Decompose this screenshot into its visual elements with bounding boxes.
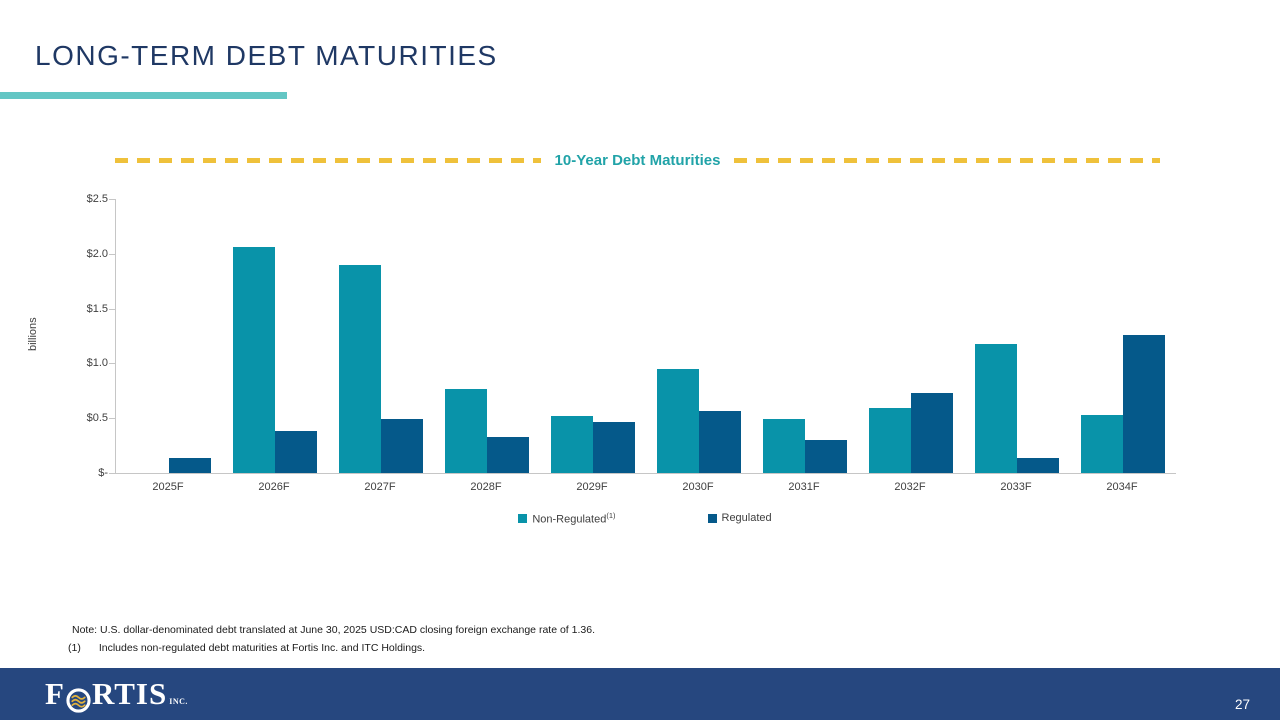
bar-regulated-2027f xyxy=(381,419,423,473)
bar-non-regulated-2030f xyxy=(657,368,699,473)
x-tick-label-2032f: 2032F xyxy=(894,481,926,493)
x-tick-label-2033f: 2033F xyxy=(1000,481,1032,493)
bar-regulated-2030f xyxy=(699,410,741,473)
logo-letters-rtis: RTIS xyxy=(91,676,168,711)
y-tick-mark xyxy=(109,473,115,474)
x-tick-label-2031f: 2031F xyxy=(788,481,820,493)
dashed-line-right xyxy=(734,157,1160,163)
y-tick-mark xyxy=(109,253,115,255)
x-tick-label-2025f: 2025F xyxy=(152,481,184,493)
bar-regulated-2028f xyxy=(487,436,529,473)
bar-group-2026f xyxy=(222,199,328,473)
plot-area: $2.5 $2.0 $1.5 $1.0 $0.5 $- xyxy=(87,193,1176,479)
bar-non-regulated-2032f xyxy=(869,408,911,473)
page-number: 27 xyxy=(1234,697,1250,712)
bar-non-regulated-2026f xyxy=(233,247,275,473)
bar-group-2031f xyxy=(752,199,858,473)
chart-header: 10-Year Debt Maturities xyxy=(115,150,1160,170)
title-underline-accent xyxy=(0,92,287,99)
y-tick-label: $2.5 xyxy=(86,193,108,205)
bar-group-2025f xyxy=(116,199,222,473)
logo-inc-suffix: INC. xyxy=(169,697,188,706)
bar-non-regulated-2027f xyxy=(339,264,381,473)
x-tick-label-2034f: 2034F xyxy=(1106,481,1138,493)
bar-non-regulated-2031f xyxy=(763,419,805,473)
legend-label: Non-Regulated(1) xyxy=(532,511,616,526)
y-tick-label: $2.0 xyxy=(86,247,108,260)
footnote-1-text: Includes non-regulated debt maturities a… xyxy=(98,642,426,654)
y-tick-label: $1.0 xyxy=(86,357,108,370)
bar-group-2032f xyxy=(858,199,964,473)
bar-regulated-2033f xyxy=(1017,457,1059,473)
x-tick-label-2028f: 2028F xyxy=(470,481,502,493)
y-axis-title: billions xyxy=(27,317,39,351)
bar-regulated-2034f xyxy=(1123,334,1165,473)
logo-wave-o-icon xyxy=(66,685,91,713)
x-tick-label-2027f: 2027F xyxy=(364,481,396,493)
bar-non-regulated-2028f xyxy=(445,388,487,473)
y-tick-mark xyxy=(109,418,115,420)
footnote-1: (1) Includes non-regulated debt maturiti… xyxy=(68,642,425,654)
page-title: LONG-TERM DEBT MATURITIES xyxy=(35,40,498,71)
dashed-line-left xyxy=(115,157,541,163)
fortis-logo: F RTIS INC. xyxy=(45,676,188,713)
y-tick-mark xyxy=(109,308,115,310)
legend-label: Regulated xyxy=(721,512,772,525)
legend-swatch-icon xyxy=(707,513,717,523)
legend-label-superscript: (1) xyxy=(606,511,616,520)
bar-regulated-2032f xyxy=(911,393,953,473)
bar-non-regulated-2029f xyxy=(551,416,593,473)
legend-item-regulated: Regulated xyxy=(707,511,772,526)
y-tick-mark xyxy=(109,363,115,365)
chart-title: 10-Year Debt Maturities xyxy=(554,151,721,169)
note-text: Note: U.S. dollar-denominated debt trans… xyxy=(72,624,595,636)
bar-group-2027f xyxy=(328,199,434,473)
y-tick-label: $0.5 xyxy=(86,412,108,425)
x-tick-label-2030f: 2030F xyxy=(682,481,714,493)
bar-group-2034f xyxy=(1070,199,1176,473)
logo-letter-f: F xyxy=(45,676,65,711)
bar-group-2029f xyxy=(540,199,646,473)
bar-regulated-2025f xyxy=(169,457,211,473)
y-tick-label: $1.5 xyxy=(86,302,108,315)
bar-regulated-2026f xyxy=(275,431,317,473)
bar-regulated-2029f xyxy=(593,421,635,473)
footnote-1-marker: (1) xyxy=(68,642,81,654)
chart-legend: Non-Regulated(1) Regulated xyxy=(115,511,1175,526)
bar-regulated-2031f xyxy=(805,440,847,473)
footer-bar: F RTIS INC. 27 xyxy=(0,668,1280,720)
x-axis-labels: 2025F 2026F 2027F 2028F 2029F 2030F 2031F 2032F… xyxy=(115,481,1175,493)
bar-non-regulated-2034f xyxy=(1081,414,1123,473)
y-tick-label: $- xyxy=(98,467,108,479)
bar-group-2033f xyxy=(964,199,1070,473)
bar-group-2028f xyxy=(434,199,540,473)
legend-item-non-regulated: Non-Regulated(1) xyxy=(518,511,616,526)
legend-swatch-icon xyxy=(518,513,528,523)
x-tick-label-2029f: 2029F xyxy=(576,481,608,493)
x-tick-label-2026f: 2026F xyxy=(258,481,290,493)
bar-non-regulated-2033f xyxy=(975,343,1017,473)
bar-group-2030f xyxy=(646,199,752,473)
y-tick-mark xyxy=(109,199,115,200)
